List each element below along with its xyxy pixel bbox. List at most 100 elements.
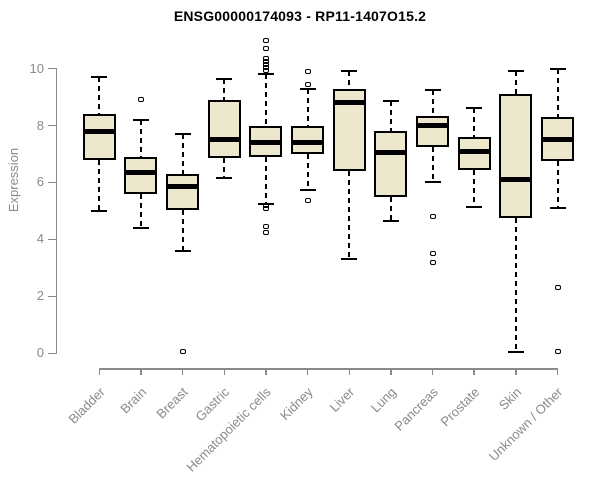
median-pancreas [416,123,450,129]
box-lung [374,131,408,197]
outlier-hematopoietic-cells [262,64,269,70]
upper-cap-bladder [91,76,108,79]
x-tick-label: Skin [495,384,524,413]
outlier-hematopoietic-cells [262,58,269,64]
lower-whisker-kidney [306,154,309,190]
outlier-kidney [304,68,311,74]
y-tick-label: 4 [36,231,44,247]
outlier-pancreas [429,214,436,220]
outlier-pancreas [429,259,436,265]
box-pancreas [416,115,450,147]
lower-whisker-lung [389,196,392,221]
x-axis-tick [223,368,226,375]
lower-whisker-hematopoietic-cells [264,156,267,204]
upper-whisker-brain [139,119,142,157]
x-axis-tick [306,368,309,375]
x-axis-tick [556,368,559,375]
x-tick-label: Unknown / Other [485,384,566,464]
x-tick-label: Kidney [276,384,316,424]
lower-cap-hematopoietic-cells [257,202,274,205]
lower-cap-lung [382,219,399,222]
median-prostate [457,148,491,154]
y-tick-label: 10 [29,60,44,76]
y-axis-line [55,68,57,355]
y-axis-tick [47,124,56,127]
lower-cap-liver [341,258,358,261]
upper-cap-lung [382,100,399,103]
upper-cap-gastric [216,77,233,80]
outlier-kidney [304,198,311,204]
x-tick-label: Brain [116,384,149,417]
upper-cap-hematopoietic-cells [257,73,274,76]
upper-cap-prostate [466,107,483,110]
outlier-brain [137,97,144,103]
box-brain [124,156,158,194]
median-bladder [82,128,116,134]
upper-cap-breast [174,133,191,136]
x-tick-label: Prostate [437,384,483,430]
box-breast [166,173,200,210]
lower-cap-skin [507,350,524,353]
lower-cap-prostate [466,205,483,208]
x-axis-tick [265,368,267,375]
outlier-hematopoietic-cells [262,202,269,208]
lower-cap-pancreas [424,181,441,184]
box-bladder [82,114,116,160]
outlier-hematopoietic-cells [262,224,269,230]
x-tick-label: Lung [367,384,399,416]
lower-whisker-skin [514,218,517,352]
outlier-hematopoietic-cells [262,229,269,235]
median-lung [374,150,408,156]
lower-whisker-gastric [223,158,226,179]
outlier-hematopoietic-cells [262,56,269,62]
lower-cap-unknown-other [549,207,566,210]
x-axis-tick [348,368,350,375]
upper-whisker-gastric [223,78,226,100]
outlier-pancreas [429,251,436,257]
outlier-unknown-other [554,285,561,291]
lower-whisker-bladder [98,159,101,211]
x-axis-tick [98,368,101,375]
upper-cap-brain [132,118,149,121]
lower-cap-breast [174,249,191,252]
upper-cap-skin [507,70,524,73]
upper-whisker-lung [389,101,392,132]
lower-whisker-breast [181,209,184,251]
median-unknown-other [541,137,575,143]
x-axis-tick [473,368,475,375]
y-tick-label: 0 [36,345,44,361]
x-axis-tick [515,368,517,375]
lower-cap-gastric [216,177,233,180]
lower-whisker-unknown-other [556,161,559,209]
median-liver [332,100,366,106]
outlier-hematopoietic-cells [262,61,269,67]
chart-title: ENSG00000174093 - RP11-1407O15.2 [173,8,427,24]
outlier-breast [179,349,186,355]
x-axis-tick [140,368,142,375]
lower-cap-kidney [299,188,316,191]
box-skin [499,94,533,219]
upper-whisker-prostate [473,108,476,137]
x-axis-line [98,368,559,370]
upper-cap-kidney [299,87,316,90]
upper-whisker-pancreas [431,89,434,116]
median-skin [499,177,533,183]
upper-whisker-kidney [306,88,309,126]
y-axis-tick [47,181,56,184]
x-tick-label: Pancreas [391,384,441,434]
y-axis-tick [47,352,56,355]
median-kidney [291,140,325,146]
upper-whisker-skin [514,71,517,95]
outlier-hematopoietic-cells [262,67,269,73]
y-axis-tick [47,238,56,241]
x-axis-tick [390,368,392,375]
y-axis-tick [47,67,56,70]
upper-cap-liver [341,70,358,73]
x-axis-tick [431,368,434,375]
median-brain [124,170,158,175]
upper-cap-unknown-other [549,67,566,70]
upper-whisker-bladder [98,77,101,115]
median-breast [166,184,200,190]
y-axis-tick [47,295,56,298]
